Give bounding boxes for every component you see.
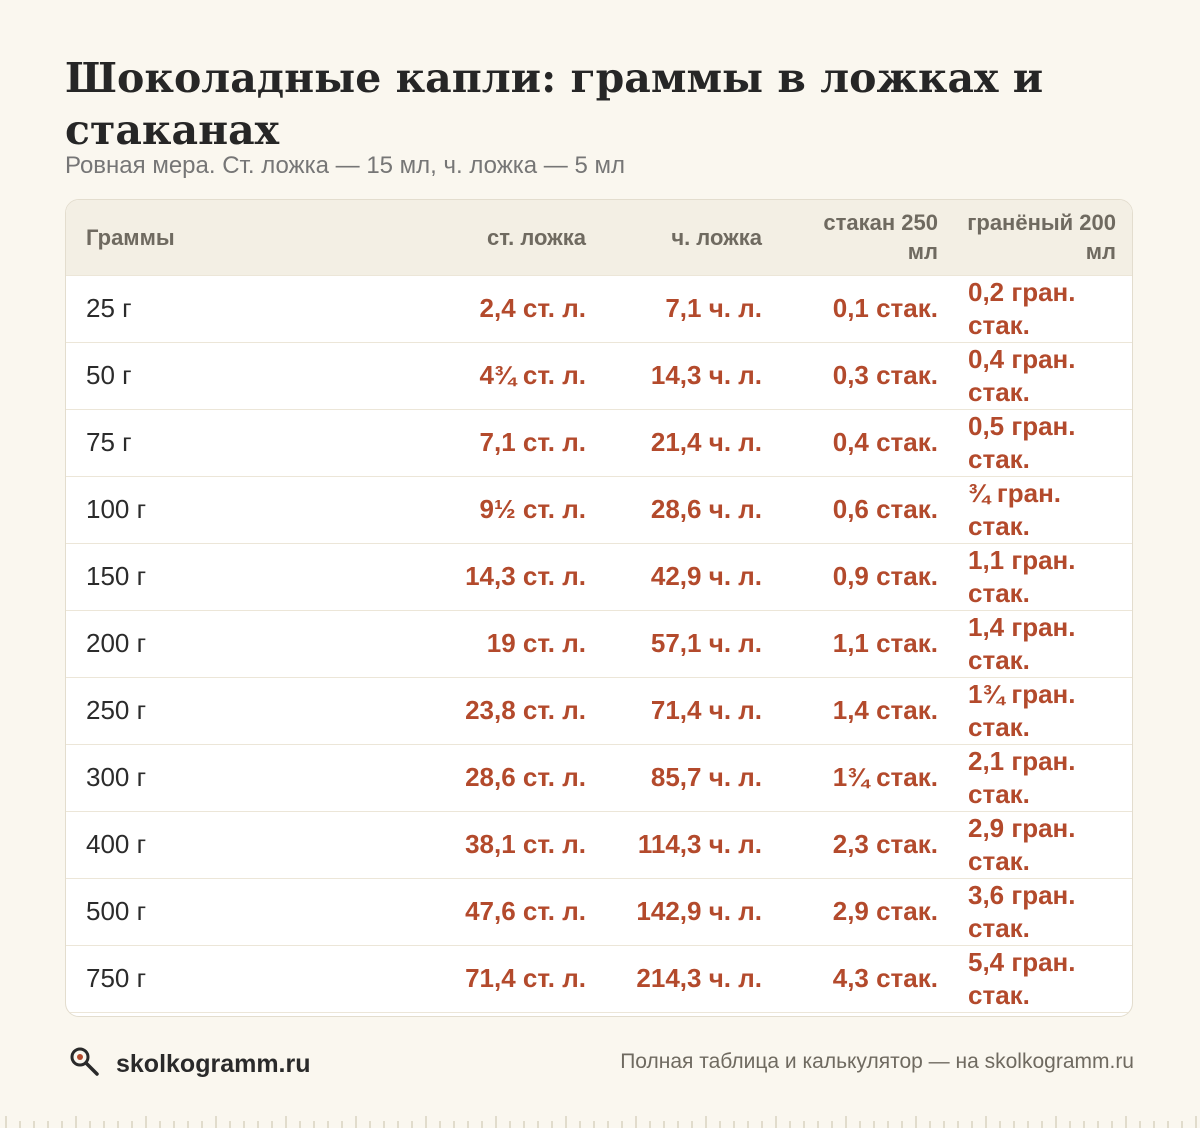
cell-tablespoon: 9½ ст. л. (479, 494, 586, 524)
cell-teaspoon: 57,1 ч. л. (650, 628, 762, 658)
cell-faceted-glass-200: 0,5 гран. стак. (968, 410, 1076, 474)
cell-teaspoon: 21,4 ч. л. (650, 427, 762, 457)
cell-faceted-glass-200: ¾ гран. стак. (968, 477, 1062, 541)
cell-grams: 75 г (86, 427, 132, 457)
table-row: 750 г 71,4 ст. л. 214,3 ч. л. 4,3 стак. 5,4 … (66, 945, 1132, 1012)
cell-faceted-glass-200: 1¾ гран. стак. (968, 678, 1076, 742)
cell-cup-250: 0,9 стак. (832, 561, 938, 591)
cell-grams: 200 г (86, 628, 147, 658)
cell-grams: 250 г (86, 695, 147, 725)
header-grams: Граммы (86, 224, 175, 250)
cell-tablespoon: 95,2 ст. л. (428, 1012, 604, 1016)
cell-tablespoon: 71,4 ст. л. (465, 963, 586, 993)
table-row: 300 г 28,6 ст. л. 85,7 ч. л. 1¾ стак. 2,1 гр… (66, 744, 1132, 811)
cell-cup-250: 0,1 стак. (832, 293, 938, 323)
footer-note: Полная таблица и калькулятор — на skolko… (620, 1050, 1134, 1073)
conversion-table-card: Граммы ст. ложка ч. ложка стакан 250 мл … (65, 199, 1133, 1017)
page-title: Шоколадные капли: граммы в ложках и стак… (65, 54, 1044, 154)
cell-faceted-glass-200: 5,4 гран. стак. (968, 946, 1076, 1010)
cell-faceted-glass-200: 0,2 гран. стак. (968, 276, 1076, 340)
table-row: 200 г 19 ст. л. 57,1 ч. л. 1,1 стак. 1,4 гра… (66, 610, 1132, 677)
cell-teaspoon: 71,4 ч. л. (650, 695, 762, 725)
cell-tablespoon: 19 ст. л. (486, 628, 586, 658)
cell-grams: 400 г (86, 829, 147, 859)
cell-faceted-glass-200: 1,1 гран. стак. (968, 544, 1076, 608)
cell-teaspoon: 285,7 ч. л. (604, 1012, 780, 1016)
cell-teaspoon: 114,3 ч. л. (637, 829, 762, 859)
cell-cup-250: 2,3 стак. (832, 829, 938, 859)
cell-faceted-glass-200: 1,4 гран. стак. (968, 611, 1076, 675)
cell-faceted-glass-200: 7,1 гран. стак. (956, 1012, 1132, 1017)
table-row: 250 г 23,8 ст. л. 71,4 ч. л. 1,4 стак. 1¾ гр… (66, 677, 1132, 744)
cell-faceted-glass-200: 0,4 гран. стак. (968, 343, 1076, 407)
cell-grams: 1000 г (66, 1012, 428, 1016)
cell-tablespoon: 47,6 ст. л. (465, 896, 586, 926)
cell-teaspoon: 85,7 ч. л. (650, 762, 762, 792)
cell-grams: 100 г (86, 494, 147, 524)
cell-cup-250: 5¾ стак. (780, 1012, 956, 1016)
cell-cup-250: 1¾ стак. (832, 762, 938, 792)
table-row: 50 г 4¾ ст. л. 14,3 ч. л. 0,3 стак. 0,4 гран… (66, 342, 1132, 409)
cell-grams: 300 г (86, 762, 147, 792)
cell-teaspoon: 42,9 ч. л. (650, 561, 762, 591)
cell-cup-250: 1,4 стак. (832, 695, 938, 725)
cell-grams: 150 г (86, 561, 147, 591)
cell-teaspoon: 14,3 ч. л. (650, 360, 762, 390)
cell-cup-250: 4,3 стак. (832, 963, 938, 993)
cell-faceted-glass-200: 3,6 гран. стак. (968, 879, 1076, 943)
cell-tablespoon: 38,1 ст. л. (465, 829, 586, 859)
cell-teaspoon: 7,1 ч. л. (665, 293, 762, 323)
cell-teaspoon: 214,3 ч. л. (636, 963, 762, 993)
cell-teaspoon: 28,6 ч. л. (650, 494, 762, 524)
table-row: 400 г 38,1 ст. л. 114,3 ч. л. 2,3 стак. 2,9 … (66, 811, 1132, 878)
cell-faceted-glass-200: 2,1 гран. стак. (968, 745, 1076, 809)
cell-tablespoon: 2,4 ст. л. (479, 293, 586, 323)
footer-brand[interactable]: skolkogramm.ru (68, 1045, 311, 1084)
magnifier-icon (68, 1045, 102, 1084)
cell-tablespoon: 7,1 ст. л. (479, 427, 586, 457)
cell-tablespoon: 28,6 ст. л. (465, 762, 586, 792)
table-row: 100 г 9½ ст. л. 28,6 ч. л. 0,6 стак. ¾ гран.… (66, 476, 1132, 543)
table-row: 25 г 2,4 ст. л. 7,1 ч. л. 0,1 стак. 0,2 гран… (66, 275, 1132, 342)
header-tablespoon: ст. ложка (487, 224, 586, 250)
cell-grams: 500 г (86, 896, 147, 926)
page-subtitle: Ровная мера. Ст. ложка — 15 мл, ч. ложка… (65, 152, 625, 179)
table-row: 150 г 14,3 ст. л. 42,9 ч. л. 0,9 стак. 1,1 г… (66, 543, 1132, 610)
table-row: 1000 г95,2 ст. л.285,7 ч. л.5¾ стак.7,1 … (66, 1012, 1132, 1017)
conversion-table: Граммы ст. ложка ч. ложка стакан 250 мл … (66, 200, 1132, 1017)
table-header-row: Граммы ст. ложка ч. ложка стакан 250 мл … (66, 200, 1132, 275)
cell-grams: 50 г (86, 360, 132, 390)
header-teaspoon: ч. ложка (671, 224, 762, 250)
cell-cup-250: 1,1 стак. (832, 628, 938, 658)
cell-faceted-glass-200: 2,9 гран. стак. (968, 812, 1076, 876)
cell-grams: 750 г (86, 963, 147, 993)
cell-tablespoon: 4¾ ст. л. (479, 360, 586, 390)
cell-tablespoon: 14,3 ст. л. (465, 561, 586, 591)
cell-teaspoon: 142,9 ч. л. (636, 896, 762, 926)
cell-tablespoon: 23,8 ст. л. (465, 695, 586, 725)
table-row: 75 г 7,1 ст. л. 21,4 ч. л. 0,4 стак. 0,5 гра… (66, 409, 1132, 476)
cell-cup-250: 2,9 стак. (832, 896, 938, 926)
header-faceted-glass-200: гранёный 200 мл (967, 210, 1116, 265)
ruler-decoration (5, 1116, 1197, 1128)
cell-cup-250: 0,3 стак. (832, 360, 938, 390)
cell-cup-250: 0,6 стак. (832, 494, 938, 524)
cell-cup-250: 0,4 стак. (832, 427, 938, 457)
cell-grams: 25 г (86, 293, 132, 323)
table-row: 500 г 47,6 ст. л. 142,9 ч. л. 2,9 стак. 3,6 … (66, 878, 1132, 945)
header-cup-250: стакан 250 мл (823, 210, 938, 265)
brand-name: skolkogramm.ru (116, 1050, 311, 1078)
